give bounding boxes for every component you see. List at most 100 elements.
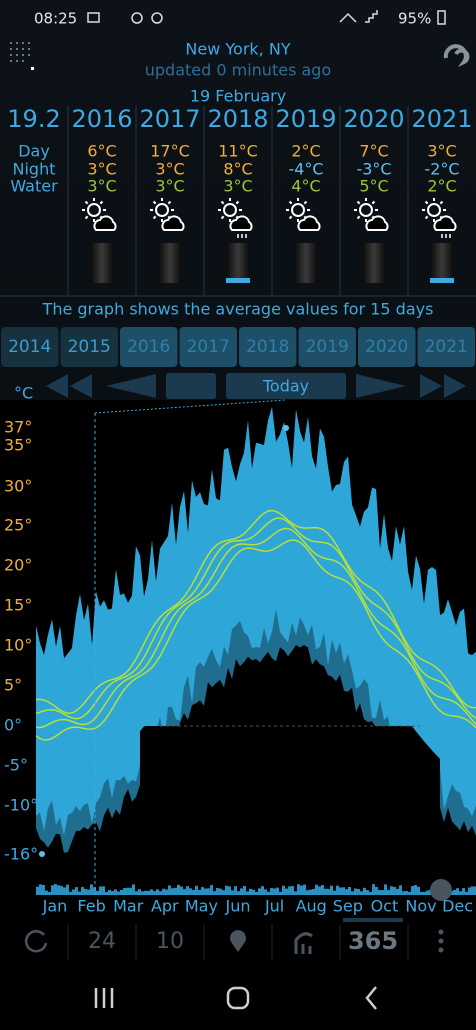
year-tab[interactable]: 2015 <box>60 327 119 367</box>
level-bar <box>90 243 114 283</box>
precip-bar <box>87 889 90 895</box>
column-header: 2020 <box>343 105 404 133</box>
weather-icon <box>354 198 389 231</box>
month-label: Mar <box>113 897 144 916</box>
sun-ray <box>288 215 293 220</box>
hours-button[interactable]: 24 <box>88 929 116 954</box>
cell: 3°C <box>87 160 116 179</box>
precip-bar <box>63 887 66 895</box>
sun <box>87 203 101 217</box>
precip-bar <box>201 887 204 895</box>
precip-bar <box>288 886 291 895</box>
tab-background <box>358 327 416 367</box>
today-label[interactable]: Today <box>262 377 309 396</box>
tab-label: 2014 <box>8 337 51 357</box>
refresh-icon[interactable] <box>24 930 48 953</box>
graph-unit: °C <box>14 384 33 403</box>
precip-bar <box>222 890 225 895</box>
year-tab[interactable]: 2017 <box>179 327 238 367</box>
precip-bar <box>246 891 249 895</box>
year-tab[interactable]: 2014 <box>1 327 59 367</box>
sun-ray <box>84 215 89 220</box>
precip-bar <box>153 891 156 895</box>
precip-bar <box>420 891 423 895</box>
sun-ray <box>303 200 308 205</box>
chart-icon[interactable] <box>294 932 313 954</box>
average-line <box>35 509 476 714</box>
recents[interactable] <box>94 988 114 1008</box>
location-icon[interactable] <box>229 930 246 952</box>
precip-bar <box>39 884 42 895</box>
blank-button[interactable] <box>166 373 216 399</box>
column-header: 2018 <box>207 105 268 133</box>
precip-bar <box>393 886 396 895</box>
precip-bar <box>303 884 306 895</box>
sun-ray <box>167 200 172 205</box>
precip-bar <box>96 890 99 895</box>
cell: 4°C <box>291 177 320 196</box>
average-line <box>35 539 476 741</box>
year-tab[interactable]: 2016 <box>120 327 178 367</box>
back[interactable] <box>106 374 156 398</box>
today-button[interactable] <box>226 373 346 399</box>
tab-background <box>120 327 178 367</box>
year-tab[interactable]: 2019 <box>298 327 357 367</box>
precip-bar <box>465 891 468 895</box>
sun-ray <box>424 215 429 220</box>
precip-bar <box>306 890 309 895</box>
precip-bar <box>57 885 60 895</box>
inner-area <box>140 726 440 895</box>
cell: -3°C <box>356 160 391 179</box>
precip-bar <box>129 887 132 895</box>
cell: 3°C <box>155 177 184 196</box>
year-tab[interactable]: 2020 <box>358 327 416 367</box>
cell: -4°C <box>288 160 323 179</box>
column-header: 2021 <box>411 105 472 133</box>
sun <box>291 203 305 217</box>
cell: 7°C <box>359 142 388 161</box>
precip-bar <box>468 887 471 895</box>
precip-bar <box>276 887 279 895</box>
swirl-icon[interactable] <box>443 44 470 68</box>
precip-bar <box>243 885 246 895</box>
precip-bar <box>183 889 186 895</box>
cell: 8°C <box>223 160 252 179</box>
precip-bar <box>384 884 387 895</box>
fast-forward[interactable] <box>420 374 466 398</box>
precip-bar <box>258 888 261 895</box>
precip-bar <box>168 885 171 895</box>
precip-bar <box>381 890 384 895</box>
back-nav[interactable] <box>365 986 377 1010</box>
column-header: 19.2 <box>7 105 60 133</box>
precip-bar <box>357 888 360 895</box>
precip-bar <box>54 884 57 895</box>
y-label: 37° <box>4 418 32 437</box>
more-icon[interactable] <box>438 929 444 953</box>
home[interactable] <box>226 986 250 1010</box>
days-button[interactable]: 10 <box>156 929 184 954</box>
year-button[interactable]: 365 <box>348 927 398 955</box>
precip-bar <box>261 886 264 895</box>
location[interactable]: New York, NY <box>185 40 290 59</box>
menu-icon[interactable] <box>10 42 34 70</box>
precip-bar <box>210 885 213 895</box>
year-tab[interactable]: 2021 <box>417 327 476 367</box>
precip-bar <box>231 890 234 895</box>
weather-icon <box>82 198 117 231</box>
forward[interactable] <box>356 374 406 398</box>
precip-bar <box>453 889 456 895</box>
precip-bar <box>81 886 84 895</box>
precip-bar <box>267 891 270 895</box>
level-fill <box>430 278 454 283</box>
precip-bar <box>474 886 476 895</box>
precip-bar <box>378 890 381 895</box>
min-dot <box>39 851 45 857</box>
year-tab[interactable]: 2018 <box>239 327 297 367</box>
precip-bar <box>273 888 276 895</box>
month-label: Jan <box>42 897 68 916</box>
temperature-graph: 37°35° 30° 25° 20° 15° 10° 5° 0° -5° -10° -16° Jan F… <box>4 399 476 916</box>
year-tabs: 2014 2015 2016 2017 2018 2019 2020 2021 <box>1 327 475 367</box>
fast-back[interactable] <box>46 374 92 398</box>
sun-ray <box>439 200 444 205</box>
tab-background <box>179 327 237 367</box>
